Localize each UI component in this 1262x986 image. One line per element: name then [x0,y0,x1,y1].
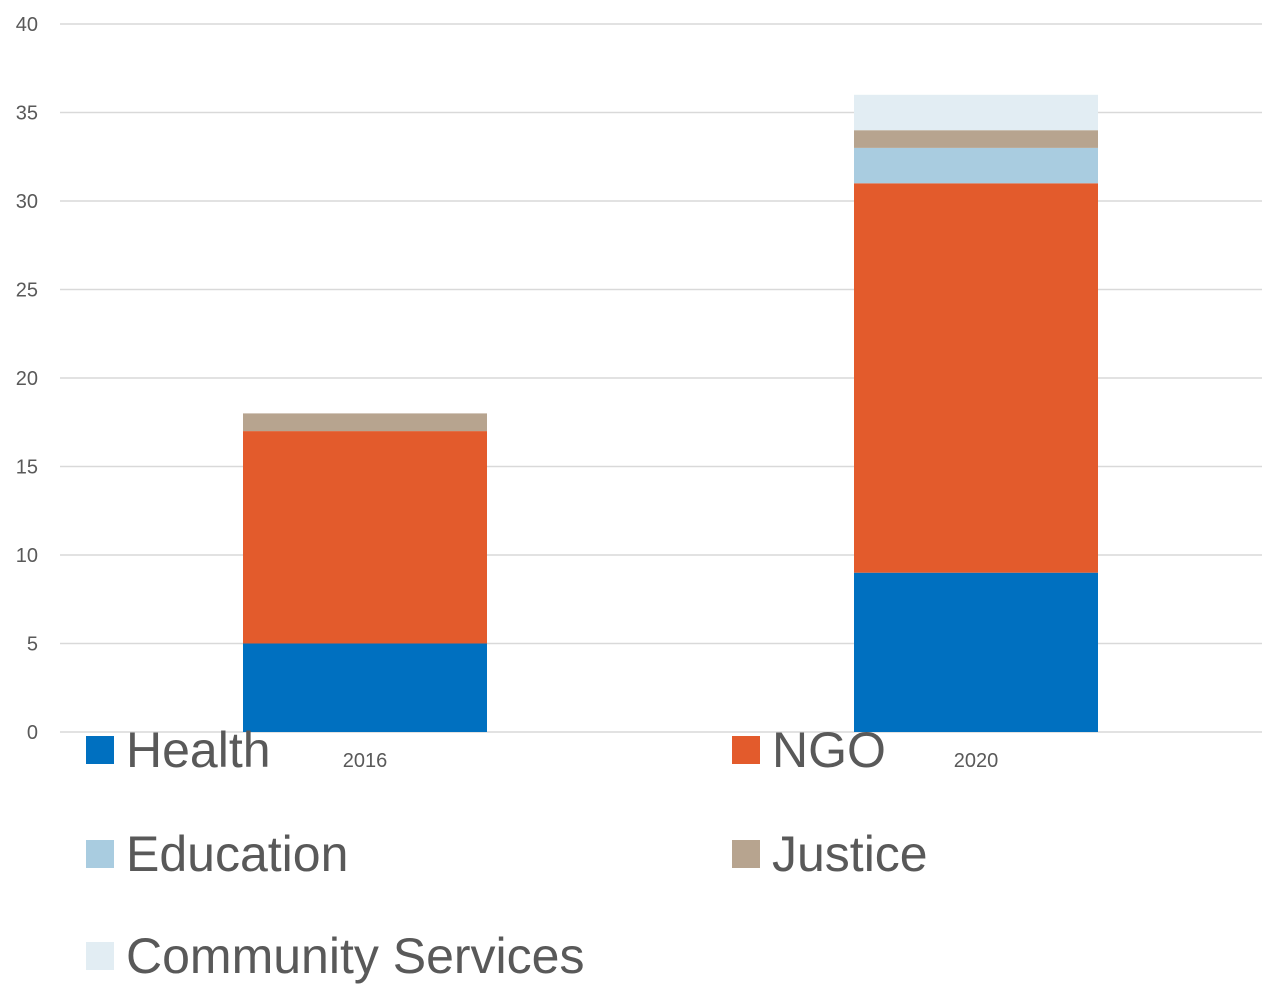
legend-swatch [732,840,760,868]
y-tick-label: 20 [16,368,38,390]
y-tick-label: 35 [16,103,38,125]
legend-label: Justice [772,826,928,882]
y-tick-label: 30 [16,191,38,213]
bar-segment-ngo-2016 [243,431,487,644]
legend-item-ngo: NGO [732,720,886,780]
bar-segment-ngo-2020 [854,183,1098,573]
y-tick-label: 15 [16,457,38,479]
legend-label: NGO [772,722,886,778]
bar-segment-health-2020 [854,572,1098,732]
y-tick-label: 25 [16,280,38,302]
bar-segment-community-services-2020 [854,94,1098,131]
x-tick-label: 2020 [954,750,999,772]
bars [243,94,1098,732]
bar-segment-justice-2020 [854,130,1098,148]
y-tick-label: 5 [27,634,38,656]
y-tick-label: 0 [27,722,38,744]
legend-item-education: Education [86,824,348,884]
legend: Health NGO Education Justice Community Servi… [86,712,1262,986]
y-tick-label: 10 [16,545,38,567]
legend-item-health: Health [86,720,271,780]
legend-swatch [732,736,760,764]
x-tick-label: 2016 [343,750,388,772]
legend-item-community-services: Community Services [86,926,584,986]
legend-label: Education [126,826,349,882]
legend-swatch [86,736,114,764]
bar-segment-health-2016 [243,643,487,732]
y-axis-ticks: 0 5 10 15 20 25 30 35 40 [16,14,38,744]
legend-label: Community Services [126,928,585,984]
legend-item-justice: Justice [732,824,928,884]
y-tick-label: 40 [16,14,38,36]
legend-swatch [86,840,114,868]
bar-segment-justice-2016 [243,413,487,432]
legend-label: Health [126,722,271,778]
legend-swatch [86,942,114,970]
x-axis-ticks: 2016 2020 [343,750,999,772]
bar-segment-education-2020 [854,147,1098,184]
